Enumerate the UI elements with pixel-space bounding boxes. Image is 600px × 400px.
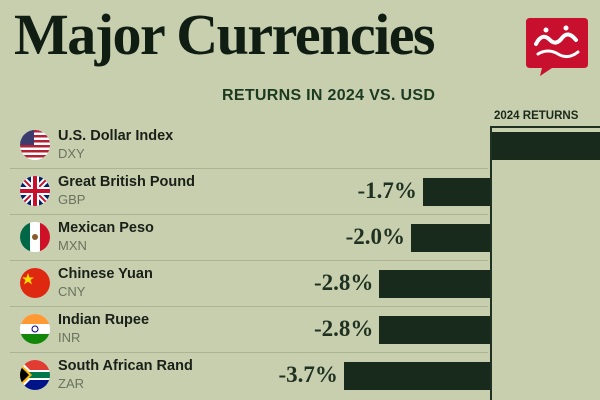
- bar-value-label: -2.8%: [313, 316, 374, 341]
- currency-code: CNY: [58, 284, 86, 299]
- currency-code: DXY: [58, 146, 85, 161]
- currency-name: Chinese Yuan: [58, 266, 153, 282]
- bar: [343, 362, 490, 390]
- row-divider: [10, 352, 488, 353]
- header-rule: [490, 126, 600, 128]
- column-header: 2024 RETURNS: [494, 110, 579, 122]
- india-flag-icon: [20, 314, 50, 344]
- currency-code: INR: [58, 330, 81, 345]
- currency-name: U.S. Dollar Index: [58, 128, 174, 144]
- chart-subtitle: RETURNS IN 2024 VS. USD: [222, 87, 436, 104]
- currency-code: MXN: [58, 238, 87, 253]
- currency-name: Great British Pound: [58, 174, 195, 190]
- currency-code: GBP: [58, 192, 86, 207]
- uk-flag-icon: [20, 176, 50, 206]
- currency-row: Chinese Yuan CNY: [0, 260, 600, 306]
- us-flag-icon: [20, 130, 50, 160]
- currency-name: Mexican Peso: [58, 220, 154, 236]
- currency-code: ZAR: [58, 376, 84, 391]
- currency-row: Mexican Peso MXN: [0, 214, 600, 260]
- row-divider: [10, 306, 488, 307]
- bar: [422, 178, 490, 206]
- bar: [490, 132, 600, 160]
- bar-value-label: -2.8%: [313, 270, 374, 295]
- row-divider: [10, 214, 488, 215]
- bar: [379, 270, 490, 298]
- chart-title: Major Currencies: [14, 2, 436, 67]
- currency-row: U.S. Dollar Index DXY: [0, 122, 600, 168]
- currency-row: Indian Rupee INR: [0, 306, 600, 352]
- publisher-logo: [526, 18, 588, 76]
- bar-value-label: -1.7%: [357, 178, 417, 203]
- currency-name: Indian Rupee: [58, 312, 150, 328]
- bar-value-label: -3.7%: [278, 362, 338, 387]
- currency-name: South African Rand: [58, 358, 193, 374]
- south-africa-flag-icon: [20, 360, 50, 390]
- china-flag-icon: [20, 268, 50, 298]
- zero-axis-line: [490, 126, 492, 400]
- bar: [411, 224, 490, 252]
- currency-row: South African Rand ZAR: [0, 352, 600, 398]
- bar-value-label: -2.0%: [345, 224, 405, 249]
- bar: [379, 316, 490, 344]
- currency-row: Great British Pound GBP: [0, 168, 600, 214]
- row-divider: [10, 260, 488, 261]
- row-divider: [10, 168, 488, 169]
- mexico-flag-icon: [20, 222, 50, 252]
